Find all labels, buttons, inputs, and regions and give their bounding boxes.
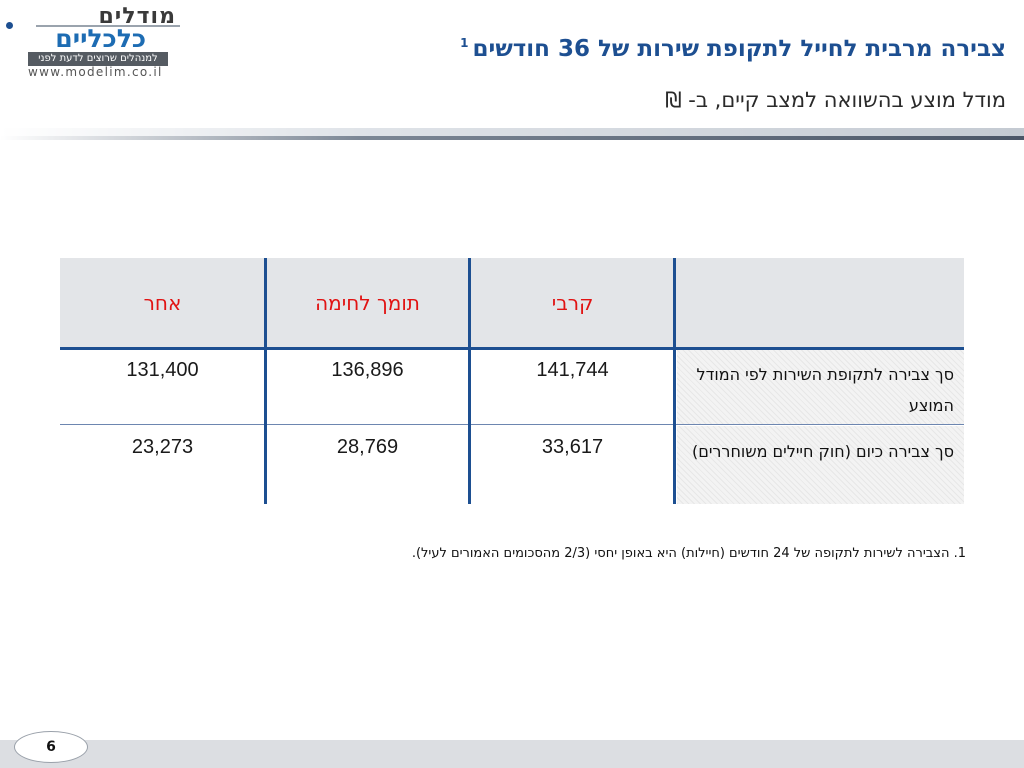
column-divider-3	[673, 258, 676, 504]
company-logo: מודלים כלכליים למנהלים שרוצים לדעת לפני …	[6, 4, 180, 79]
row-label-proposed: סך צבירה לתקופת השירות לפי המודל המוצע	[677, 349, 964, 424]
cell-proposed-combat: 141,744	[536, 359, 609, 381]
slide-title-text: צבירה מרבית לחייל לתקופת שירות של 36 חוד…	[472, 36, 1006, 62]
row-divider	[60, 424, 964, 425]
savings-table: קרבי תומך לחימה אחר סך צבירה לתקופת השיר…	[60, 258, 964, 504]
cell-proposed-other: 131,400	[126, 359, 199, 381]
footnote: 1. הצבירה לשירות לתקופה של 24 חודשים (חי…	[411, 546, 966, 561]
logo-line2: כלכליים	[55, 24, 146, 53]
column-divider-2	[468, 258, 471, 504]
header-divider-light	[0, 128, 1024, 136]
page-number: 6	[14, 731, 88, 763]
logo-url: www.modelim.co.il	[28, 65, 163, 79]
header-corner-cell	[675, 258, 964, 347]
column-header-combat: קרבי	[470, 258, 675, 347]
header-row-divider	[60, 347, 964, 350]
title-footnote-marker: 1	[460, 36, 469, 51]
footer-bar	[0, 740, 1024, 768]
logo-dot	[6, 22, 13, 29]
column-divider-1	[264, 258, 267, 504]
cell-current-other: 23,273	[131, 436, 194, 458]
slide-subtitle: מודל מוצע בהשוואה למצב קיים, ב- ₪	[665, 88, 1006, 112]
row-label-current: סך צבירה כיום (חוק חיילים משוחררים)	[677, 426, 964, 504]
logo-tagline: למנהלים שרוצים לדעת לפני	[28, 52, 168, 66]
column-header-other: אחר	[60, 258, 265, 347]
column-header-combat-support: תומך לחימה	[265, 258, 470, 347]
cell-current-combat: 33,617	[541, 436, 604, 458]
logo-line1: מודלים	[98, 4, 176, 29]
cell-current-support: 28,769	[336, 436, 399, 458]
logo-rule	[36, 25, 180, 27]
header-divider-dark	[0, 136, 1024, 140]
slide-title: צבירה מרבית לחייל לתקופת שירות של 36 חוד…	[460, 36, 1006, 62]
cell-proposed-support: 136,896	[331, 359, 404, 381]
